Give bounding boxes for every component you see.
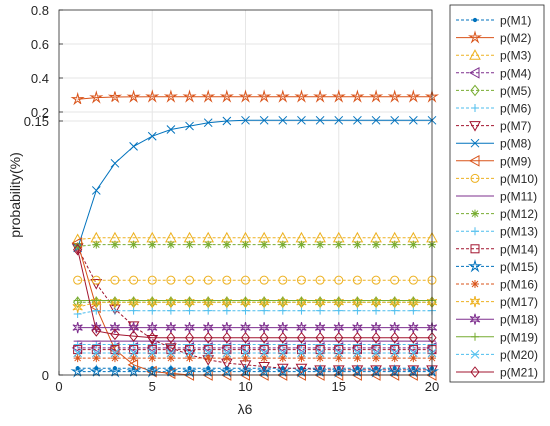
data-point xyxy=(186,241,194,249)
y-tick-label: 0.6 xyxy=(31,37,49,52)
legend-label: p(M2) xyxy=(500,31,531,45)
data-point xyxy=(74,242,82,250)
legend-label: p(M3) xyxy=(500,49,531,63)
data-point xyxy=(223,241,231,249)
y-axis-label: probability(%) xyxy=(7,152,23,238)
data-point xyxy=(130,241,138,249)
data-point xyxy=(92,241,100,249)
legend-marker xyxy=(473,18,476,21)
data-point xyxy=(335,241,343,249)
data-point xyxy=(372,241,380,249)
y-tick-label: 0.8 xyxy=(31,3,49,18)
y-tick-label: 0.15 xyxy=(24,114,49,129)
legend-label: p(M11) xyxy=(500,190,537,204)
data-point xyxy=(391,241,399,249)
legend-label: p(M16) xyxy=(500,278,538,292)
x-tick-label: 5 xyxy=(149,379,156,394)
y-tick-label: 0.4 xyxy=(31,71,49,86)
legend-label: p(M7) xyxy=(500,119,531,133)
legend-label: p(M19) xyxy=(500,330,538,344)
data-point xyxy=(279,241,287,249)
data-point xyxy=(148,241,156,249)
x-tick-label: 0 xyxy=(55,379,62,394)
data-point xyxy=(204,241,212,249)
legend-label: p(M4) xyxy=(500,66,531,80)
legend-label: p(M1) xyxy=(500,14,531,28)
data-point xyxy=(242,241,250,249)
legend-label: p(M8) xyxy=(500,137,531,151)
legend-label: p(M13) xyxy=(500,225,538,239)
legend-label: p(M12) xyxy=(500,207,538,221)
legend-marker xyxy=(471,280,479,288)
legend-marker xyxy=(471,210,479,218)
x-tick-label: 10 xyxy=(238,379,252,394)
data-point xyxy=(260,241,268,249)
x-tick-label: 15 xyxy=(332,379,346,394)
data-point xyxy=(353,241,361,249)
legend-label: p(M5) xyxy=(500,84,531,98)
x-tick-label: 20 xyxy=(425,379,439,394)
legend: p(M1) p(M2) p(M3) p(M4) p(M5) p(M6) p(M7) p(M8)… xyxy=(450,5,544,382)
data-point xyxy=(297,241,305,249)
legend-label: p(M14) xyxy=(500,242,538,256)
y-tick-label: 0 xyxy=(42,368,49,383)
legend-label: p(M17) xyxy=(500,295,538,309)
legend-label: p(M21) xyxy=(500,366,538,380)
legend-label: p(M9) xyxy=(500,154,531,168)
legend-label: p(M15) xyxy=(500,260,538,274)
legend-label: p(M10) xyxy=(500,172,538,186)
data-point xyxy=(409,241,417,249)
legend-label: p(M18) xyxy=(500,313,538,327)
data-point xyxy=(167,241,175,249)
x-axis-label: λ6 xyxy=(238,401,253,417)
legend-label: p(M6) xyxy=(500,102,531,116)
data-point xyxy=(111,241,119,249)
legend-label: p(M20) xyxy=(500,348,538,362)
data-point xyxy=(316,241,324,249)
